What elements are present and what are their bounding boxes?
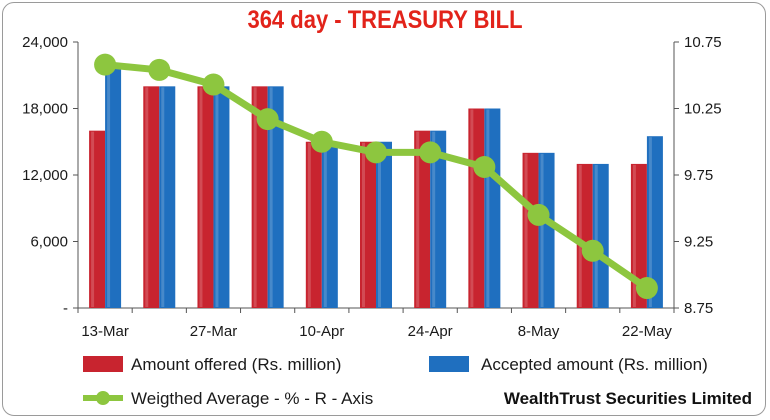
weighted-average-point (419, 141, 442, 164)
bar-accepted (159, 86, 176, 308)
bar-accepted-highlight (594, 164, 598, 307)
legend-label-weighted: Weigthed Average - % - R - Axis (131, 389, 373, 408)
weighted-average-point (94, 53, 117, 76)
bar-offered (89, 130, 106, 308)
bar-accepted-highlight (269, 87, 273, 307)
bar-accepted (592, 163, 609, 308)
x-tick-label: 8-May (518, 323, 560, 340)
bar-offered (305, 141, 322, 308)
bar-accepted (267, 86, 284, 308)
weighted-average-point (473, 156, 496, 179)
bar-accepted-highlight (378, 142, 381, 307)
y-right-tick-label: 8.75 (684, 300, 713, 317)
chart-ticks: - 6,000 12,000 18,000 24,000 8.75 9.25 9.75 10.2… (22, 34, 721, 340)
y-left-tick-label: - (63, 300, 68, 317)
y-right-tick-label: 9.75 (684, 167, 713, 184)
bar-offered (522, 152, 539, 308)
bar-offered (143, 86, 160, 308)
bar-offered-highlight (145, 87, 149, 307)
bar-offered (360, 141, 376, 308)
legend-swatch-offered (83, 356, 123, 372)
chart-line (94, 53, 658, 300)
weighted-average-point (310, 130, 333, 153)
bar-offered (414, 130, 431, 308)
bar-accepted-highlight (107, 65, 111, 308)
chart-title: 364 day - TREASURY BILL (247, 6, 523, 34)
bar-offered-highlight (91, 131, 95, 307)
bar-offered-highlight (307, 142, 311, 307)
bar-offered-highlight (362, 142, 365, 307)
bar-offered-highlight (199, 87, 203, 307)
bar-accepted-highlight (648, 137, 652, 307)
legend-label-accepted: Accepted amount (Rs. million) (481, 355, 708, 374)
bar-accepted-highlight (215, 87, 219, 307)
legend-swatch-weighted-marker (96, 391, 110, 405)
bar-offered-highlight (632, 164, 636, 307)
bar-accepted-highlight (540, 153, 544, 307)
bar-accepted (213, 86, 230, 308)
bar-accepted (538, 152, 555, 308)
y-left-tick-label: 6,000 (30, 234, 68, 251)
x-tick-label: 13-Mar (81, 323, 129, 340)
bar-accepted (430, 130, 447, 308)
x-tick-label: 22-May (622, 323, 673, 340)
bar-accepted (646, 136, 663, 308)
weighted-average-point (635, 277, 658, 300)
chart-legend: Amount offered (Rs. million) Accepted am… (83, 355, 752, 408)
bar-offered-highlight (578, 164, 582, 307)
x-tick-label: 27-Mar (190, 323, 238, 340)
chart-bars (89, 64, 663, 309)
weighted-average-point (527, 203, 550, 226)
legend-swatch-accepted (429, 356, 469, 372)
weighted-average-point (581, 239, 604, 262)
weighted-average-point (365, 141, 387, 164)
y-right-tick-label: 10.25 (684, 101, 722, 118)
weighted-average-point (148, 58, 171, 81)
y-left-tick-label: 24,000 (22, 34, 68, 51)
y-left-tick-label: 18,000 (22, 101, 68, 118)
bar-accepted-highlight (486, 109, 490, 307)
bar-accepted (376, 141, 392, 308)
bar-accepted (105, 64, 122, 309)
weighted-average-point (202, 73, 225, 96)
x-tick-label: 24-Apr (408, 323, 453, 340)
bar-offered (576, 163, 593, 308)
x-tick-label: 10-Apr (299, 323, 344, 340)
bar-offered-highlight (416, 131, 420, 307)
legend-label-offered: Amount offered (Rs. million) (131, 355, 341, 374)
source-label: WealthTrust Securities Limited (504, 389, 752, 408)
bar-offered (197, 86, 214, 308)
bar-offered-highlight (470, 109, 474, 307)
bar-accepted-highlight (323, 142, 327, 307)
weighted-average-point (256, 108, 279, 131)
bar-accepted-highlight (161, 87, 165, 307)
bar-accepted (321, 141, 338, 308)
bar-offered-highlight (253, 87, 257, 307)
bar-offered-highlight (524, 153, 528, 307)
y-left-tick-label: 12,000 (22, 167, 68, 184)
y-right-tick-label: 9.25 (684, 234, 713, 251)
bar-offered (251, 86, 268, 308)
bar-offered (630, 163, 647, 308)
bar-accepted-highlight (432, 131, 436, 307)
y-right-tick-label: 10.75 (684, 34, 722, 51)
